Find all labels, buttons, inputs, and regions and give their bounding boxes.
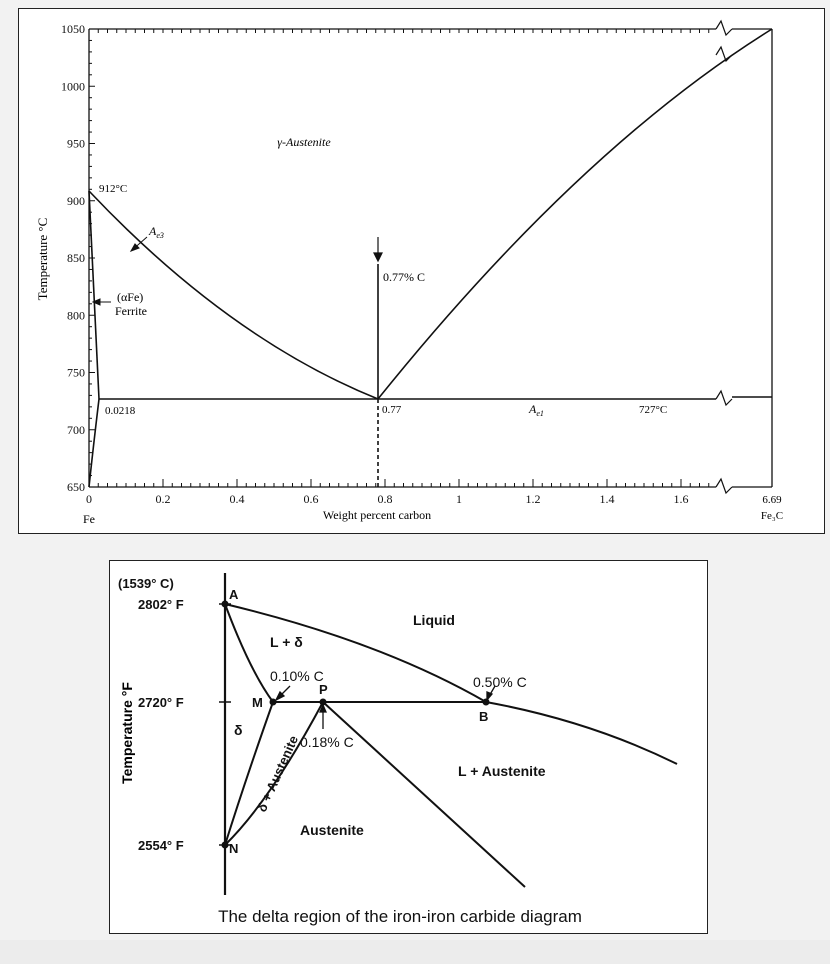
fe-fe3c-diagram: 1050 1000 950 900 850 800 750 700 650 0 0.2 0.4 0.6… — [35, 19, 783, 526]
austenite-boundary — [224, 701, 324, 846]
liquidus-lower — [485, 701, 678, 765]
label-0218: 0.0218 — [105, 405, 136, 417]
x-tick-label: 1.2 — [526, 492, 541, 506]
x-tick-label: 1.6 — [674, 492, 689, 506]
y-tick-label: 950 — [67, 137, 85, 151]
point-b-marker — [482, 698, 490, 706]
point-n-label: N — [229, 841, 238, 856]
region-labels: Liquid L + δ δ L + Austenite Austenite δ… — [234, 612, 546, 838]
region-delta-austenite: δ + Austenite — [254, 733, 301, 814]
ferrite-arrow-icon — [91, 298, 111, 306]
acm-line — [377, 28, 773, 400]
x-end-tick-label: 6.69 — [762, 494, 782, 506]
y-tick-label: 850 — [67, 251, 85, 265]
label-077: 0.77 — [382, 404, 402, 416]
x-tick-label: 0 — [86, 492, 92, 506]
phase-points — [221, 600, 490, 849]
region-liquid: Liquid — [413, 612, 455, 628]
region-l-delta: L + δ — [270, 634, 303, 650]
arrow-down-icon — [373, 237, 383, 263]
label-077-pct-c: 0.77% C — [383, 270, 425, 284]
x-tick-label: 0.4 — [230, 492, 245, 506]
y-tick-label: 1000 — [61, 79, 85, 93]
point-m-label: M — [252, 695, 263, 710]
label-2720f: 2720° F — [138, 695, 184, 710]
point-p-label: P — [319, 682, 328, 697]
x-tick-label: 1.4 — [600, 492, 615, 506]
point-letters: A M P B N — [229, 587, 488, 856]
axis-break-marks — [715, 19, 733, 495]
composition-labels: 0.10% C 0.50% C 0.18% C — [270, 668, 527, 750]
label-010-c: 0.10% C — [270, 668, 324, 684]
delta-solvus — [224, 701, 274, 846]
label-018-c: 0.18% C — [300, 734, 354, 750]
y-tick-label: 800 — [67, 308, 85, 322]
label-912c: 912°C — [99, 183, 127, 195]
fe-fe3c-diagram-panel: 1050 1000 950 900 850 800 750 700 650 0 0.2 0.4 0.6… — [18, 8, 825, 534]
ferrite-boundary-upper — [88, 190, 100, 400]
region-l-austenite: L + Austenite — [458, 763, 546, 779]
y-axis-title: Temperature °C — [35, 218, 50, 301]
liquidus-upper — [224, 603, 487, 703]
x-tick-label: 1 — [456, 492, 462, 506]
delta-solidus — [224, 603, 274, 703]
composition-arrows — [274, 685, 496, 729]
ferrite-solvus — [88, 398, 100, 488]
x-tick-label: 0.6 — [304, 492, 319, 506]
x-tick-marks — [88, 29, 710, 487]
label-1539c: (1539° C) — [118, 576, 174, 591]
x-right-label-fe3c: Fe₃C — [761, 510, 783, 522]
region-delta: δ — [234, 722, 243, 738]
point-a-label: A — [229, 587, 239, 602]
label-ae1: Ae1 — [528, 402, 544, 418]
delta-region-diagram: (1539° C) 2802° F 2720° F 2554° F Temper… — [118, 573, 678, 926]
delta-caption: The delta region of the iron-iron carbid… — [218, 907, 582, 926]
label-727c: 727°C — [639, 404, 667, 416]
x-tick-labels: 0 0.2 0.4 0.6 0.8 1 1.2 1.4 1.6 — [86, 492, 689, 506]
x-axis-title: Weight percent carbon — [323, 508, 431, 522]
delta-region-panel: (1539° C) 2802° F 2720° F 2554° F Temper… — [109, 560, 708, 934]
austenite-liquidus — [322, 701, 526, 888]
delta-y-axis-title: Temperature °F — [119, 682, 135, 784]
y-tick-label: 900 — [67, 194, 85, 208]
ae3-line — [88, 190, 379, 400]
ae3-arrow-icon — [129, 236, 148, 252]
y-tick-label: 1050 — [61, 22, 85, 36]
x-tick-label: 0.8 — [378, 492, 393, 506]
label-ae3: Ae3 — [148, 224, 164, 240]
region-austenite: Austenite — [300, 822, 364, 838]
delta-boundaries — [224, 603, 678, 888]
phase-boundaries — [88, 28, 773, 488]
label-2554f: 2554° F — [138, 838, 184, 853]
x-tick-label: 0.2 — [156, 492, 171, 506]
y-tick-label: 650 — [67, 480, 85, 494]
label-050-c: 0.50% C — [473, 674, 527, 690]
label-alpha-fe: (αFe) — [117, 290, 143, 304]
point-m-marker — [269, 698, 277, 706]
y-tick-label: 750 — [67, 366, 85, 380]
temperature-labels: (1539° C) 2802° F 2720° F 2554° F — [118, 576, 184, 853]
y-tick-label: 700 — [67, 423, 85, 437]
label-2802f: 2802° F — [138, 597, 184, 612]
point-p-marker — [319, 698, 327, 706]
x-left-label-fe: Fe — [83, 512, 95, 526]
point-a-marker — [221, 600, 229, 608]
bottom-strip — [0, 940, 830, 964]
label-austenite: γ-Austenite — [277, 135, 331, 149]
label-ferrite: Ferrite — [115, 304, 147, 318]
point-n-marker — [221, 841, 229, 849]
y-tick-labels: 1050 1000 950 900 850 800 750 700 650 — [61, 22, 85, 494]
point-b-label: B — [479, 709, 488, 724]
